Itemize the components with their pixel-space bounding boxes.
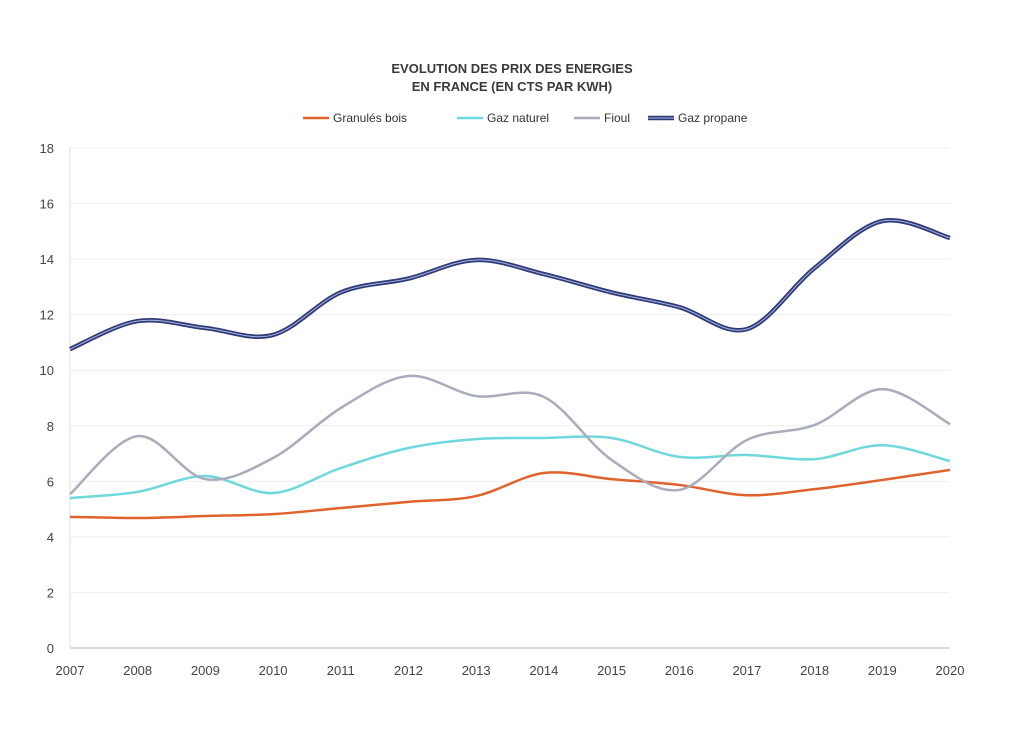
chart-title-line1: EVOLUTION DES PRIX DES ENERGIES <box>391 61 633 76</box>
y-tick-label: 2 <box>47 585 54 600</box>
series-line-gaz-naturel <box>69 435 951 500</box>
x-tick-label: 2010 <box>259 663 288 678</box>
x-tick-label: 2011 <box>327 663 355 678</box>
x-tick-label: 2019 <box>868 663 897 678</box>
x-tick-label: 2015 <box>597 663 626 678</box>
series-line-gaz-propane <box>69 217 951 352</box>
series-line-fioul <box>69 374 951 496</box>
legend-label: Granulés bois <box>333 111 407 125</box>
y-tick-label: 18 <box>40 141 54 156</box>
y-tick-label: 16 <box>40 197 54 212</box>
x-tick-label: 2012 <box>394 663 423 678</box>
y-tick-label: 0 <box>47 641 54 656</box>
x-tick-label: 2016 <box>665 663 694 678</box>
x-tick-label: 2018 <box>800 663 829 678</box>
x-tick-label: 2014 <box>529 663 558 678</box>
legend-label: Fioul <box>604 111 630 125</box>
x-tick-label: 2017 <box>732 663 761 678</box>
series-line-granul-s-bois <box>69 468 951 520</box>
series-line-gaz-propane-inner <box>69 219 951 350</box>
y-tick-label: 8 <box>47 419 54 434</box>
legend-label: Gaz propane <box>678 111 748 125</box>
y-tick-label: 12 <box>40 308 54 323</box>
legend-label: Gaz naturel <box>487 111 549 125</box>
y-tick-label: 6 <box>47 474 54 489</box>
y-tick-label: 4 <box>47 530 54 545</box>
x-tick-label: 2020 <box>936 663 965 678</box>
x-tick-label: 2007 <box>56 663 85 678</box>
x-tick-label: 2008 <box>123 663 152 678</box>
chart-title-line2: EN FRANCE (EN CTS PAR KWH) <box>411 79 613 94</box>
y-tick-label: 14 <box>40 252 54 267</box>
x-tick-label: 2009 <box>191 663 220 678</box>
y-tick-label: 10 <box>40 363 54 378</box>
x-tick-label: 2013 <box>462 663 491 678</box>
